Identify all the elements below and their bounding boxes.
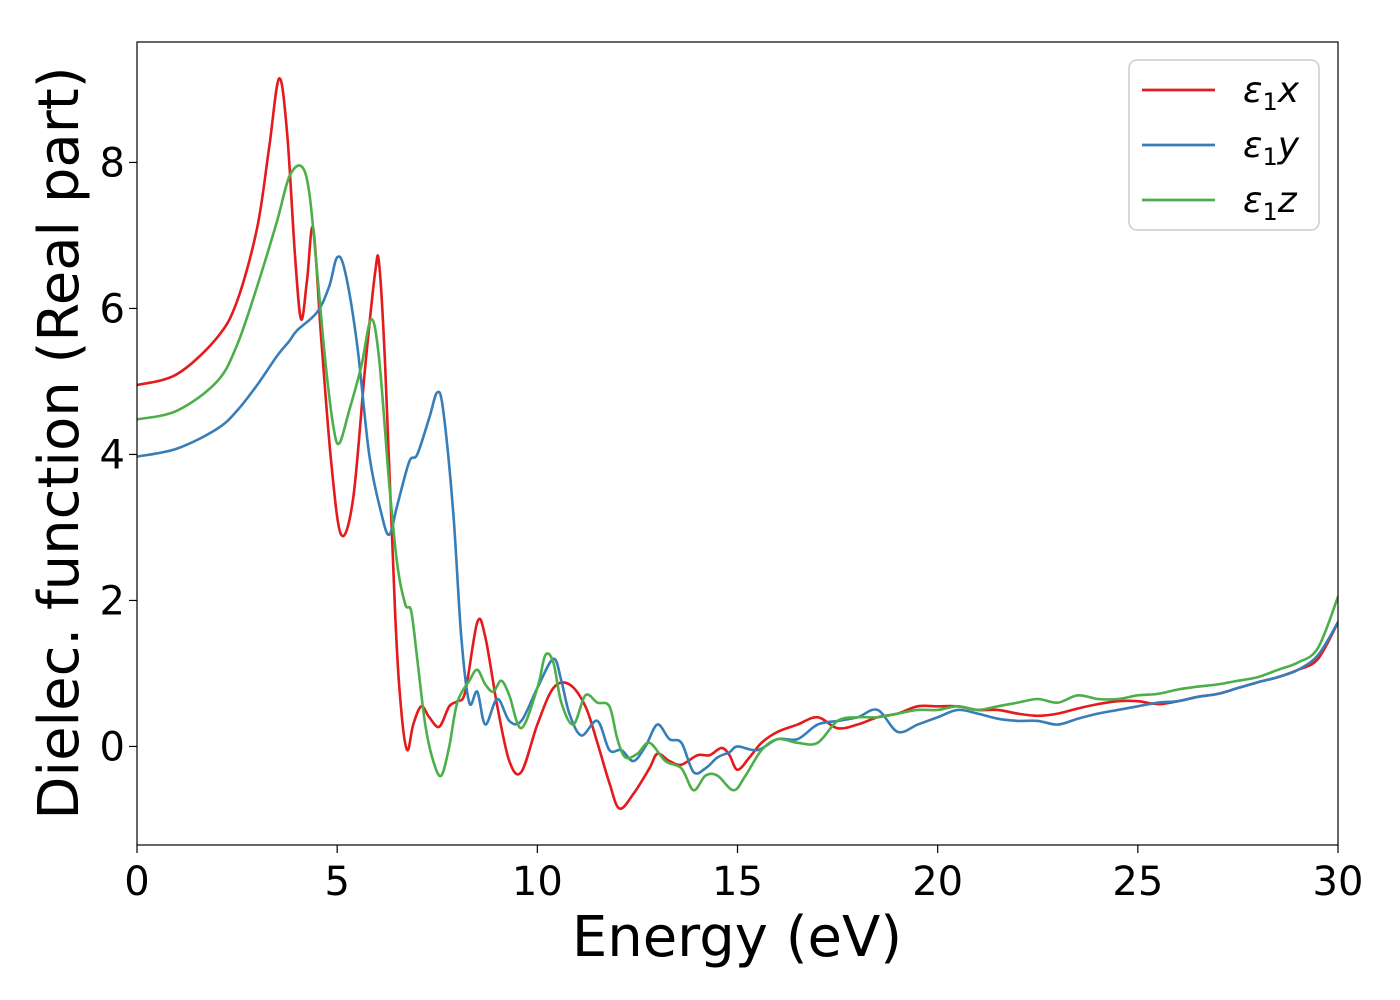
y-tick-label: 4 xyxy=(100,432,125,478)
x-tick-label: 10 xyxy=(512,859,563,905)
series-line-1 xyxy=(137,77,1338,810)
y-tick-label: 0 xyxy=(100,724,125,770)
x-tick-label: 30 xyxy=(1313,859,1364,905)
x-tick-label: 25 xyxy=(1112,859,1163,905)
y-tick-label: 8 xyxy=(100,140,125,186)
legend-label: ε1y xyxy=(1243,125,1300,171)
legend-box xyxy=(1128,59,1320,231)
y-axis: 0 2 4 6 8 xyxy=(100,140,137,770)
y-axis-title: Dielec. function (Real part) xyxy=(27,66,92,819)
legend-label: ε1z xyxy=(1243,180,1298,226)
series-line-3 xyxy=(137,164,1338,792)
x-tick-label: 0 xyxy=(124,859,149,905)
series-layer xyxy=(137,77,1338,810)
x-tick-label: 5 xyxy=(324,859,349,905)
x-tick-label: 15 xyxy=(712,859,763,905)
x-axis: 0 5 10 15 20 25 30 xyxy=(124,845,1363,905)
y-tick-label: 2 xyxy=(100,578,125,624)
y-tick-label: 6 xyxy=(100,286,125,332)
x-tick-label: 20 xyxy=(912,859,963,905)
legend-label: ε1x xyxy=(1243,70,1300,116)
x-axis-title: Energy (eV) xyxy=(572,905,902,970)
series-line-2 xyxy=(137,255,1338,775)
legend: ε1x ε1y ε1z xyxy=(1128,59,1320,231)
